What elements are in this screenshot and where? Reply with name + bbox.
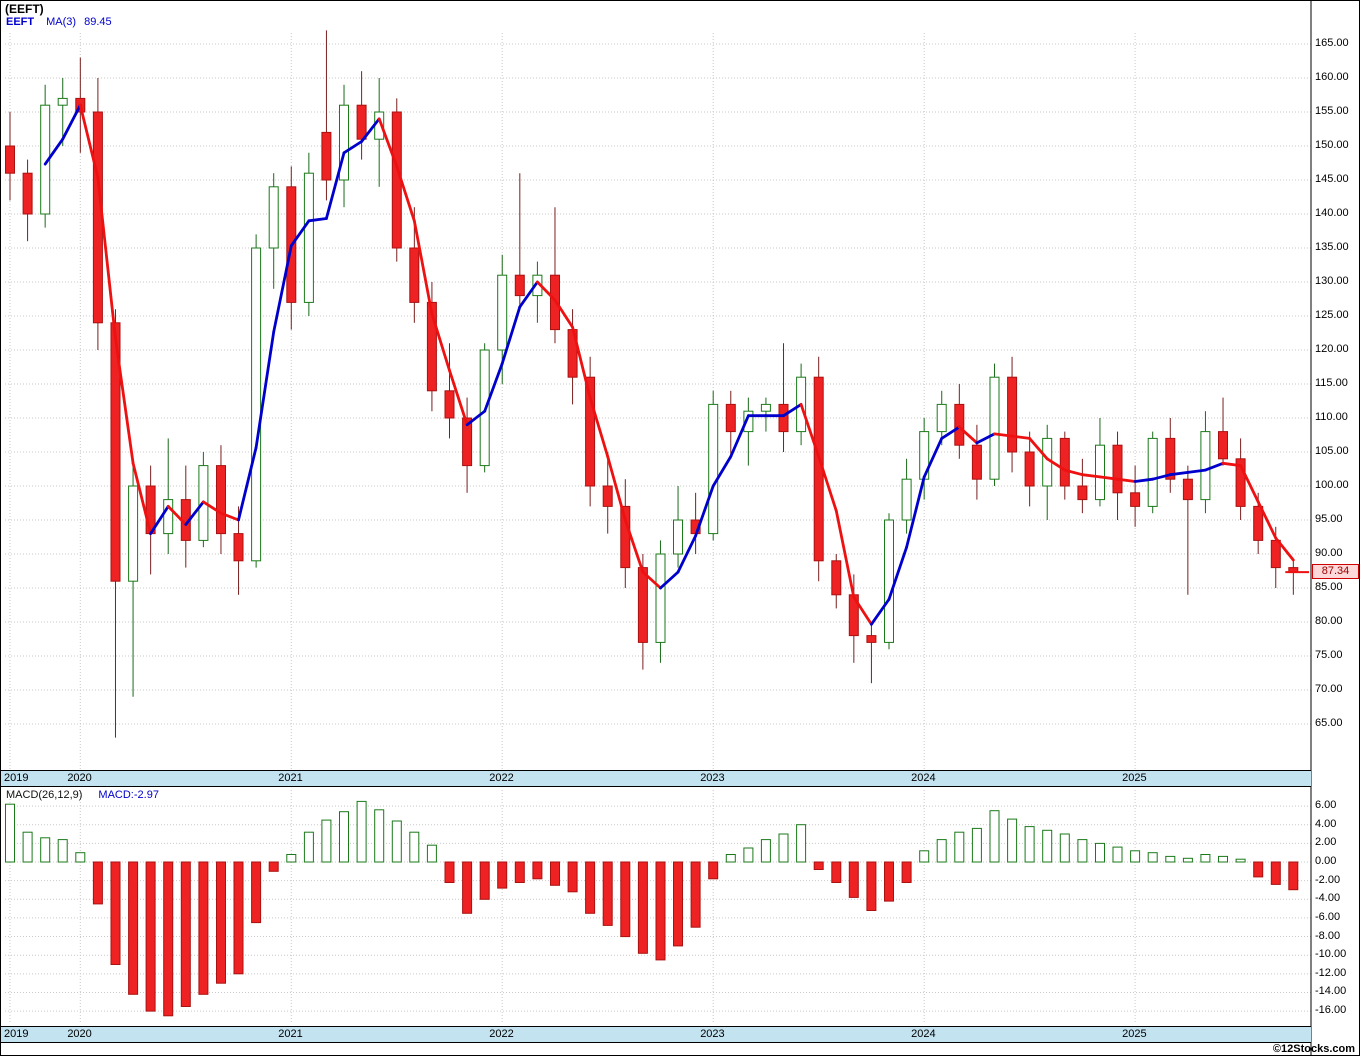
macd-axis-label: -4.00 <box>1315 892 1341 905</box>
price-axis-label: 120.00 <box>1315 343 1349 355</box>
last-price-tag: 87.34 <box>1312 564 1359 580</box>
price-axis-label: 165.00 <box>1315 37 1349 49</box>
price-axis-label: 155.00 <box>1315 105 1349 117</box>
macd-legend: MACD(26,12,9) MACD:-2.97 <box>6 789 159 801</box>
chart-title: (EEFT) <box>5 2 44 16</box>
price-axis-label: 135.00 <box>1315 241 1349 253</box>
price-axis-label: 115.00 <box>1315 377 1348 389</box>
price-axis-label: 65.00 <box>1315 717 1343 729</box>
year-label: 2021 <box>278 1028 303 1040</box>
macd-axis-label: 6.00 <box>1315 799 1337 812</box>
price-axis-label: 80.00 <box>1315 615 1343 627</box>
price-axis-label: 100.00 <box>1315 479 1349 491</box>
price-axis-label: 125.00 <box>1315 309 1349 321</box>
price-axis-label: 130.00 <box>1315 275 1349 287</box>
macd-axis-label: -12.00 <box>1315 966 1347 979</box>
macd-value: MACD:-2.97 <box>98 789 159 801</box>
price-axis-label: 70.00 <box>1315 683 1343 695</box>
year-label: 2023 <box>700 1028 725 1040</box>
year-label: 2022 <box>489 772 514 784</box>
ma-legend: EEFT MA(3) 89.45 <box>6 16 112 28</box>
price-axis-label: 140.00 <box>1315 207 1349 219</box>
ma-label: MA(3) <box>46 16 77 28</box>
macd-axis-label: -16.00 <box>1315 1004 1347 1017</box>
year-axis-band-bottom: 2019 2020 2021 2022 2023 2024 2025 <box>1 1026 1311 1043</box>
price-axis-label: 95.00 <box>1315 513 1343 525</box>
symbol-label: EEFT <box>6 16 35 28</box>
copyright-text: ©12Stocks.com <box>1272 1043 1355 1055</box>
macd-axis-label: -2.00 <box>1315 873 1341 886</box>
year-label: 2019 <box>4 1028 29 1040</box>
year-label: 2020 <box>67 1028 92 1040</box>
year-label: 2025 <box>1122 772 1147 784</box>
year-axis-band-top: 2019 2020 2021 2022 2023 2024 2025 <box>1 770 1311 787</box>
price-axis-label: 145.00 <box>1315 173 1349 185</box>
macd-axis-label: -6.00 <box>1315 910 1341 923</box>
macd-axis-label: 0.00 <box>1315 855 1337 867</box>
year-label: 2024 <box>911 1028 936 1040</box>
price-axis-label: 105.00 <box>1315 445 1349 457</box>
macd-axis-label: 2.00 <box>1315 836 1337 849</box>
macd-axis-label: 4.00 <box>1315 817 1337 830</box>
price-axis-label: 150.00 <box>1315 139 1349 151</box>
macd-axis-label: -10.00 <box>1315 948 1347 961</box>
year-label: 2022 <box>489 1028 514 1040</box>
year-label: 2025 <box>1122 1028 1147 1040</box>
price-axis-label: 90.00 <box>1315 547 1343 559</box>
price-axis-label: 110.00 <box>1315 411 1348 423</box>
year-label: 2021 <box>278 772 303 784</box>
ma-value: 89.45 <box>84 16 112 28</box>
macd-label: MACD(26,12,9) <box>6 789 83 801</box>
price-axis-label: 160.00 <box>1315 71 1349 83</box>
macd-axis-label: -14.00 <box>1315 985 1347 998</box>
macd-axis-label: -8.00 <box>1315 929 1341 942</box>
year-label: 2019 <box>4 772 29 784</box>
year-label: 2023 <box>700 772 725 784</box>
price-axis-label: 75.00 <box>1315 649 1343 661</box>
year-label: 2024 <box>911 772 936 784</box>
year-label: 2020 <box>67 772 92 784</box>
price-axis-label: 85.00 <box>1315 581 1343 593</box>
